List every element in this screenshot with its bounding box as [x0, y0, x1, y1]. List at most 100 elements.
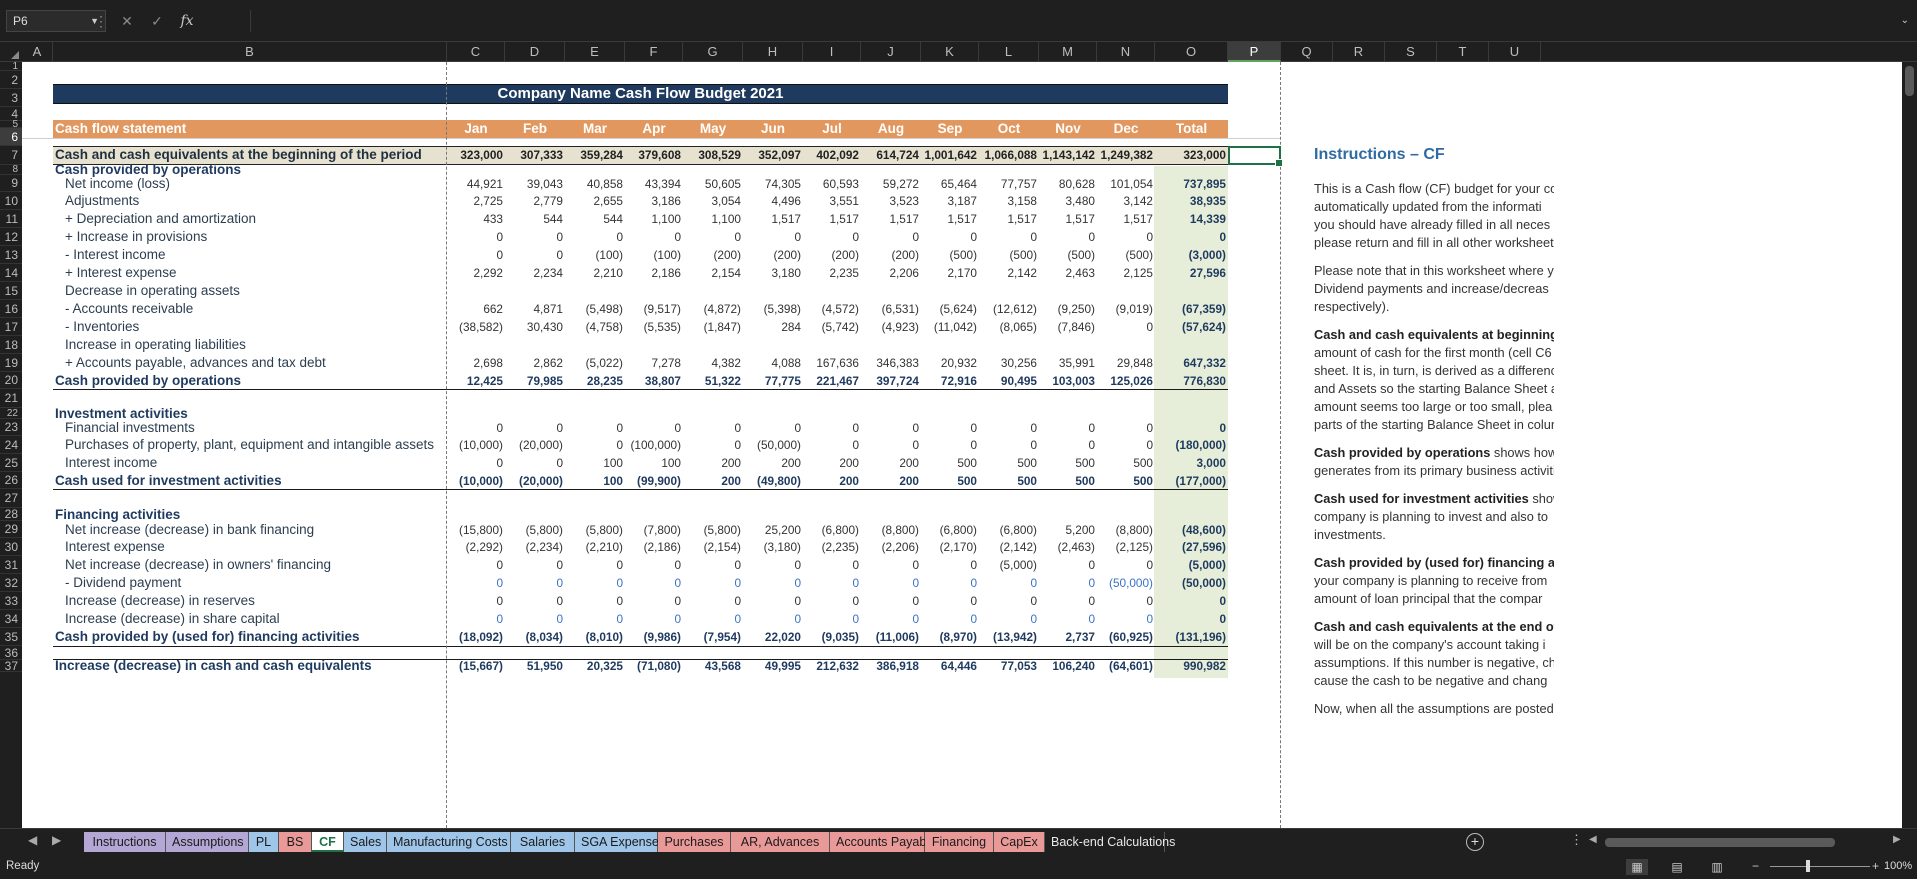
cell-value[interactable]: 77,757	[1000, 176, 1037, 191]
cell-value[interactable]: (8,800)	[1115, 522, 1153, 537]
cell-value[interactable]: (6,800)	[821, 522, 859, 537]
row-label[interactable]: Purchases of property, plant, equipment …	[65, 437, 434, 452]
header-label[interactable]: Cash flow statement	[55, 121, 187, 136]
cell-value[interactable]: 44,921	[466, 176, 503, 191]
cell-value[interactable]: 35,991	[1058, 356, 1095, 370]
cell-value[interactable]: 500	[1075, 456, 1095, 470]
month-header-oct[interactable]: Oct	[997, 121, 1021, 136]
cell-value[interactable]: 0	[794, 420, 801, 435]
row-label[interactable]: Increase (decrease) in share capital	[65, 611, 280, 626]
tab-financing[interactable]: Financing	[925, 832, 994, 852]
cell-value[interactable]: 3,054	[711, 194, 741, 208]
column-header-H[interactable]: H	[743, 42, 803, 62]
cell-value[interactable]: 2,186	[651, 266, 681, 280]
tab-back-end-calculations[interactable]: Back-end Calculations	[1045, 832, 1175, 852]
cell-value[interactable]: 2,698	[473, 356, 503, 370]
column-header-T[interactable]: T	[1437, 42, 1489, 62]
row-header-26[interactable]: 26	[0, 472, 22, 489]
cell-value[interactable]: 167,636	[816, 356, 859, 370]
row-header-9[interactable]: 9	[0, 175, 22, 192]
cell-value[interactable]: 0	[674, 558, 681, 572]
cell-value[interactable]: (8,970)	[939, 630, 977, 644]
cell-value[interactable]: 500	[1133, 456, 1153, 470]
cell-value[interactable]: 200	[899, 473, 919, 488]
cell-value[interactable]: 0	[912, 438, 919, 452]
cell-value[interactable]: 2,725	[473, 194, 503, 208]
tab-sales[interactable]: Sales	[344, 832, 387, 852]
zoom-slider[interactable]	[1770, 866, 1870, 867]
cell-value[interactable]: 80,628	[1058, 176, 1095, 191]
cell-value[interactable]: 544	[603, 212, 623, 226]
cell-value[interactable]: 0	[970, 230, 977, 244]
cell-value[interactable]: 43,568	[704, 659, 741, 673]
cell-value[interactable]: (5,498)	[585, 302, 623, 316]
cell-value[interactable]: 0	[1088, 230, 1095, 244]
beginning-value[interactable]: 402,092	[816, 148, 859, 162]
cell-value[interactable]: 50,605	[704, 176, 741, 191]
cell-value[interactable]: (38,582)	[459, 320, 503, 334]
cell-value[interactable]: 0	[556, 594, 563, 608]
cell-value[interactable]: 40,858	[586, 176, 623, 191]
column-header-N[interactable]: N	[1097, 42, 1155, 62]
cell-value[interactable]: 106,240	[1052, 659, 1095, 673]
beginning-value[interactable]: 614,724	[876, 148, 919, 162]
cell-value[interactable]: 500	[1017, 456, 1037, 470]
cell-value[interactable]: 3,180	[771, 266, 801, 280]
cell-value[interactable]: (9,517)	[643, 302, 681, 316]
tab-bs[interactable]: BS	[279, 832, 312, 852]
cell-value[interactable]: (4,923)	[881, 320, 919, 334]
cell-value[interactable]: 3,187	[947, 194, 977, 208]
row-header-23[interactable]: 23	[0, 419, 22, 436]
column-header-C[interactable]: C	[447, 42, 505, 62]
cell-value[interactable]: 0	[852, 230, 859, 244]
cell-value[interactable]: 0	[1030, 230, 1037, 244]
beginning-value[interactable]: 359,284	[580, 148, 623, 162]
row-header-29[interactable]: 29	[0, 521, 22, 538]
scroll-thumb[interactable]	[1605, 838, 1835, 847]
cell-value[interactable]: (8,034)	[525, 630, 563, 644]
month-header-dec[interactable]: Dec	[1113, 121, 1139, 136]
scroll-thumb[interactable]	[1905, 66, 1914, 96]
cell-value[interactable]: (15,800)	[459, 522, 503, 537]
row-label[interactable]: Investment activities	[55, 405, 188, 421]
cell-value[interactable]: (5,000)	[1188, 558, 1226, 572]
cell-value[interactable]: (200)	[713, 248, 741, 262]
column-header-K[interactable]: K	[921, 42, 979, 62]
cell-value[interactable]: 0	[734, 230, 741, 244]
row-header-11[interactable]: 11	[0, 210, 22, 228]
row-label[interactable]: Cash provided by operations	[55, 162, 242, 177]
cell-value[interactable]: 500	[957, 456, 977, 470]
beginning-value[interactable]: 1,001,642	[924, 148, 977, 162]
column-header-D[interactable]: D	[505, 42, 565, 62]
row-header-21[interactable]: 21	[0, 389, 22, 408]
column-header-R[interactable]: R	[1333, 42, 1385, 62]
cell-value[interactable]: (4,572)	[821, 302, 859, 316]
cell-value[interactable]: 0	[496, 558, 503, 572]
cell-value[interactable]: 2,862	[533, 356, 563, 370]
select-all-button[interactable]	[0, 42, 22, 62]
cell-value[interactable]: 0	[1146, 230, 1153, 244]
cell-value[interactable]: 0	[1030, 594, 1037, 608]
row-label[interactable]: Net increase (decrease) in owners' finan…	[65, 557, 331, 572]
cell-value[interactable]: 544	[543, 212, 563, 226]
cell-value[interactable]: 0	[674, 420, 681, 435]
cell-value[interactable]: 20,325	[586, 659, 623, 673]
month-header-may[interactable]: May	[699, 121, 727, 136]
cell-value[interactable]: 72,916	[940, 373, 977, 388]
cell-value[interactable]: 397,724	[876, 373, 919, 388]
cell-value[interactable]: 0	[496, 612, 503, 626]
cell-value[interactable]: (5,800)	[585, 522, 623, 537]
row-label[interactable]: - Dividend payment	[65, 575, 182, 590]
cell-value[interactable]: (2,292)	[465, 540, 503, 554]
cell-value[interactable]: 0	[496, 456, 503, 470]
cell-value[interactable]: 103,003	[1052, 373, 1095, 388]
cell-value[interactable]: 2,463	[1065, 266, 1095, 280]
month-header-mar[interactable]: Mar	[582, 121, 607, 136]
cell-value[interactable]: 0	[970, 594, 977, 608]
row-header-17[interactable]: 17	[0, 318, 22, 336]
month-header-nov[interactable]: Nov	[1055, 121, 1081, 136]
cell-value[interactable]: (10,000)	[459, 473, 503, 488]
row-header-7[interactable]: 7	[0, 146, 22, 165]
row-header-33[interactable]: 33	[0, 592, 22, 610]
cell-value[interactable]: 0	[852, 612, 859, 626]
